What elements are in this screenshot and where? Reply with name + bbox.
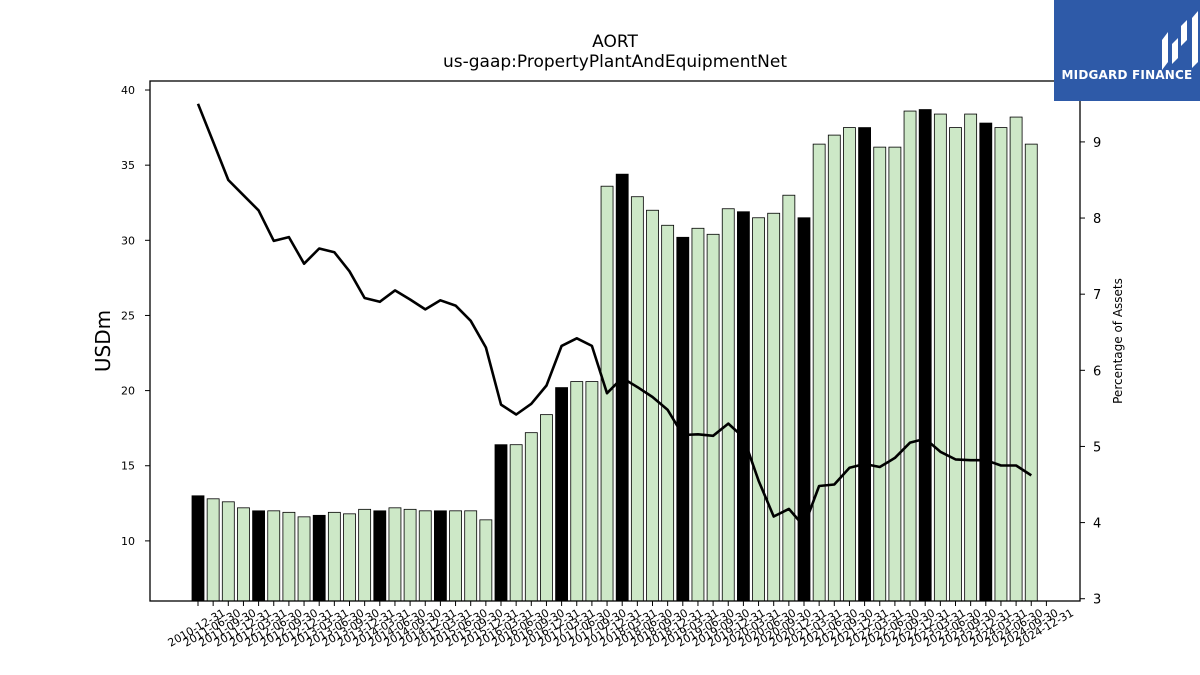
bar xyxy=(964,113,978,602)
bar xyxy=(646,209,659,602)
y-tick-label-left: 15 xyxy=(121,460,135,473)
bar xyxy=(949,127,962,602)
bar xyxy=(494,444,508,602)
y-tick-label-right: 8 xyxy=(1093,212,1101,227)
bar xyxy=(237,507,250,602)
bar xyxy=(858,127,871,602)
y-axis-label-left: USDm xyxy=(91,310,115,372)
bar xyxy=(206,498,220,602)
y-tick-label-right: 3 xyxy=(1093,593,1101,608)
y-tick-label-left: 40 xyxy=(121,84,135,97)
bar xyxy=(933,113,947,602)
bar xyxy=(630,196,644,602)
y-tick-label-right: 4 xyxy=(1093,517,1101,532)
bar xyxy=(297,516,311,602)
bar xyxy=(524,432,538,602)
percentage-line xyxy=(196,103,1033,528)
bar xyxy=(903,110,917,602)
bar xyxy=(873,146,887,602)
bar xyxy=(615,173,629,602)
logo-mark-icon xyxy=(1162,11,1198,70)
logo-text: MIDGARD FINANCE xyxy=(1061,68,1193,82)
y-tick-label-right: 6 xyxy=(1093,364,1101,379)
bar xyxy=(267,510,281,602)
bar xyxy=(721,208,735,602)
chart-title: AORT xyxy=(592,32,638,52)
bar xyxy=(1024,143,1038,602)
y-tick-label-right: 5 xyxy=(1093,440,1101,455)
y-tick-label-left: 25 xyxy=(121,309,135,322)
bar xyxy=(812,143,826,602)
left-axis: 10 15 20 25 30 35 40 xyxy=(121,84,150,548)
bar xyxy=(979,122,993,602)
bar xyxy=(343,513,356,602)
bar xyxy=(585,381,599,602)
right-axis: 3 4 5 6 7 8 9 xyxy=(1080,136,1101,608)
chart-subtitle: us-gaap:PropertyPlantAndEquipmentNet xyxy=(443,52,787,72)
bar xyxy=(373,510,387,602)
y-axis-label-right: Percentage of Assets xyxy=(1111,278,1125,404)
bar-series xyxy=(191,109,1038,602)
line-series xyxy=(196,103,1033,528)
bar xyxy=(994,127,1008,602)
bar xyxy=(555,387,568,602)
bar xyxy=(479,519,493,602)
bar xyxy=(661,224,675,602)
bar xyxy=(509,444,523,602)
y-tick-label-left: 20 xyxy=(121,385,135,398)
bar xyxy=(449,510,462,602)
bar xyxy=(888,146,902,602)
bar xyxy=(691,227,705,602)
bar xyxy=(418,510,432,602)
bar xyxy=(797,217,811,602)
y-tick-label-left: 35 xyxy=(121,159,135,172)
bar xyxy=(752,217,765,602)
bar xyxy=(1009,116,1023,602)
bar xyxy=(191,495,205,602)
bar xyxy=(706,233,720,602)
bar xyxy=(782,194,796,602)
x-axis: 2010-12-312011-06-302011-09-302011-12-31… xyxy=(166,601,1076,650)
bar xyxy=(540,414,553,602)
bar xyxy=(388,507,402,602)
bar xyxy=(312,514,326,602)
bar xyxy=(403,508,417,602)
y-tick-label-left: 30 xyxy=(121,234,135,247)
bar xyxy=(570,381,584,602)
bar xyxy=(676,236,690,602)
bar xyxy=(252,510,266,602)
bar xyxy=(767,212,781,602)
plot-frame xyxy=(149,80,1081,602)
bar xyxy=(327,511,341,602)
y-tick-label-right: 7 xyxy=(1093,288,1101,303)
bar xyxy=(433,510,447,602)
y-tick-label-left: 10 xyxy=(121,535,135,548)
bar xyxy=(737,211,750,602)
bar xyxy=(282,511,296,602)
bar xyxy=(221,501,235,602)
bar xyxy=(464,510,478,602)
brand-logo: MIDGARD FINANCE xyxy=(1054,0,1200,101)
bar xyxy=(918,109,932,602)
bar xyxy=(358,508,372,602)
bar xyxy=(843,127,856,602)
y-tick-label-right: 9 xyxy=(1093,136,1101,151)
bar xyxy=(827,134,841,602)
